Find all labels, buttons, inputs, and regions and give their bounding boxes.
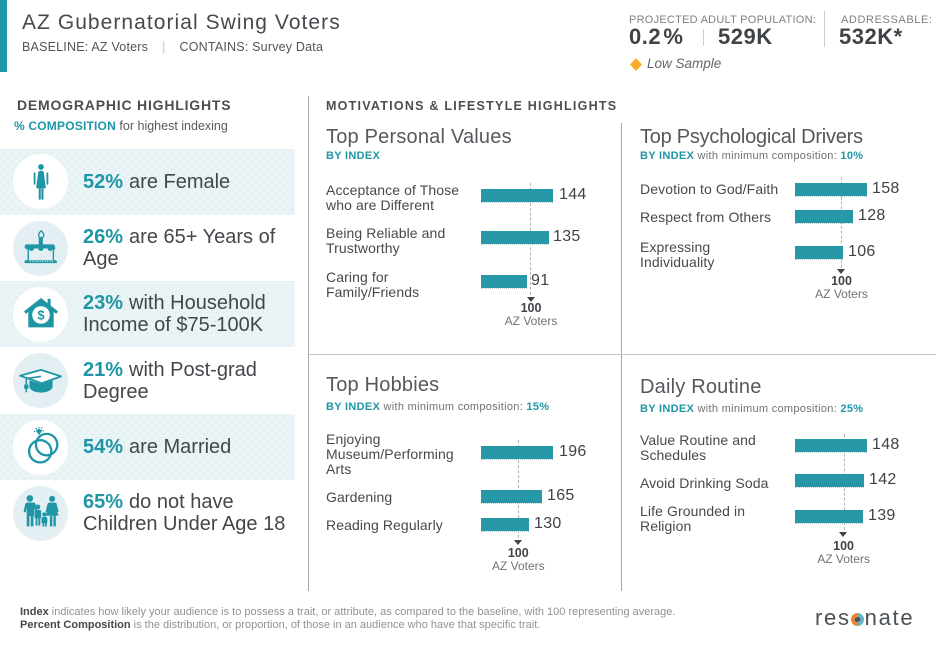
svg-text:$: $	[37, 308, 45, 323]
